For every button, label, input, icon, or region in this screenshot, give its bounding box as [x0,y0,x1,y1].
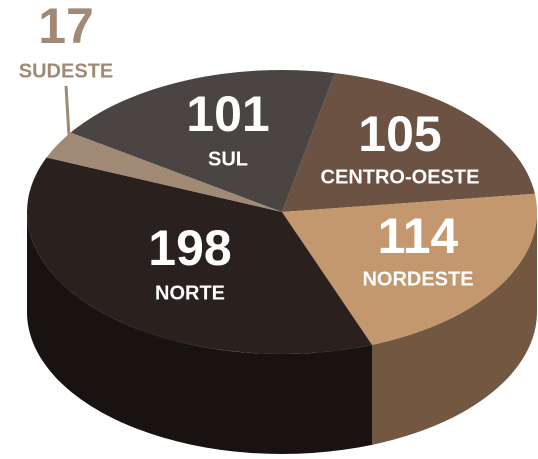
slice [282,193,538,345]
category-label: NORTE [155,282,225,304]
value-label: 17 [38,0,94,54]
slice [70,70,335,213]
value-label: 114 [378,208,459,264]
slice-side [27,212,373,454]
category-label: CENTRO-OESTE [321,166,480,188]
category-label: SUDESTE [19,60,113,82]
slice [46,132,283,212]
slice [282,73,535,213]
leader-line [64,85,71,137]
slice [26,157,373,354]
category-label: SUL [208,148,248,170]
value-label: 101 [186,86,269,142]
slice-side [372,212,537,445]
value-label: 105 [358,106,441,162]
category-label: NORDESTE [362,268,473,290]
value-label: 198 [148,220,231,276]
